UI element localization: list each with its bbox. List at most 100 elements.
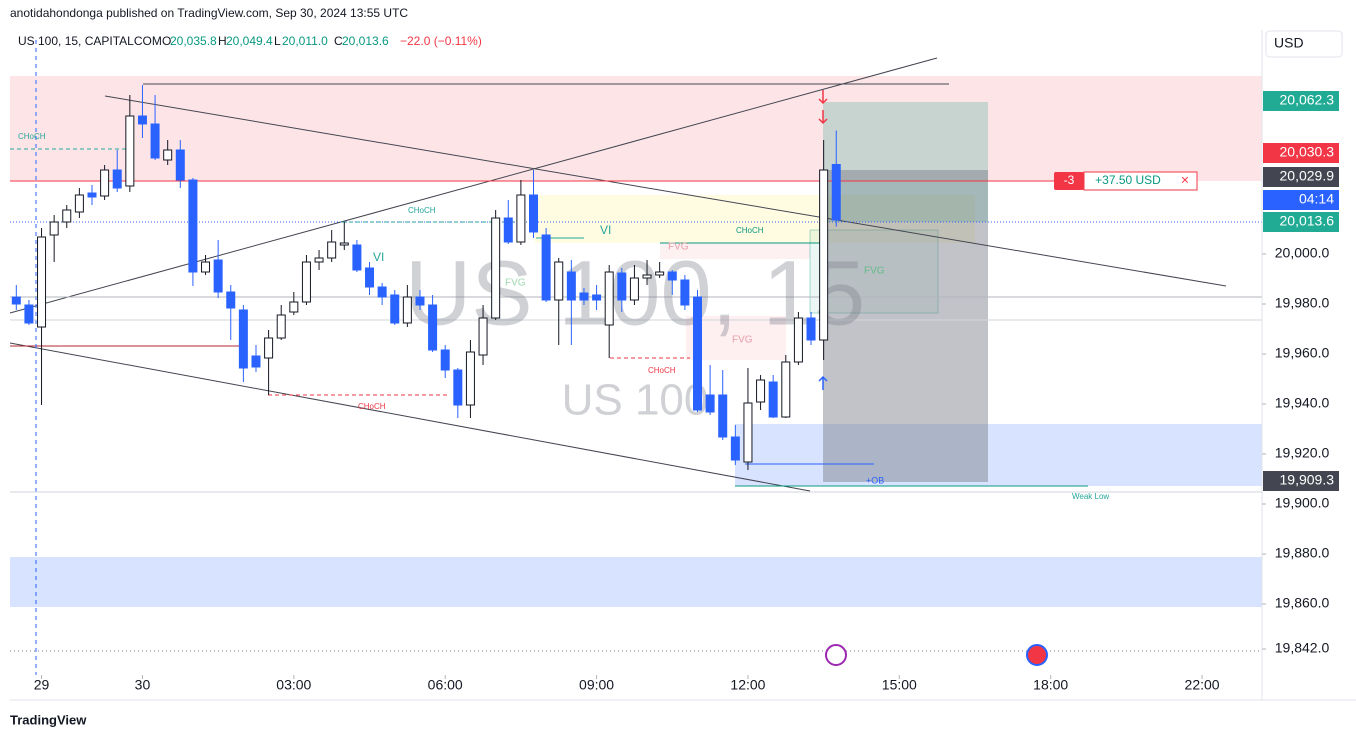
annotation: VI [600,223,611,237]
demand-zone [10,557,1262,607]
candle-body [213,259,223,293]
y-tick-label: 19,960.0 [1275,345,1330,361]
position-pnl: +37.50 USD [1095,173,1161,187]
candle-body [163,149,173,161]
candle-body [150,123,160,159]
x-tick-label: 12:00 [730,677,765,693]
price-label-box [1263,471,1339,491]
candle-body [264,337,274,359]
candle-body [377,286,387,298]
candle-body [604,271,614,326]
candle-body [390,294,400,324]
fvg-zone [809,229,939,314]
annotation: VI [373,250,384,264]
candle-body [137,115,147,125]
trend-line [9,57,938,314]
y-tick-label: 19,980.0 [1275,295,1330,311]
candle-body [440,349,450,371]
legend-close: 20,013.6 [342,34,389,48]
candle-body [125,115,135,187]
candle-body [592,294,602,301]
price-label: 19,909.3 [1280,472,1335,488]
legend: US 100, 15, CAPITALCOM O20,035.8 H 20,049.4… [18,34,482,48]
annotation: +OB [866,475,884,485]
legend-change: −22.0 (−0.11%) [400,34,482,48]
candle-body [62,209,72,223]
candle-body [11,296,21,305]
candle-body [768,381,778,418]
signal-arrow [818,90,828,105]
price-label: 20,013.6 [1280,213,1335,229]
x-tick-label: 09:00 [579,677,614,693]
currency[interactable]: USD [1274,35,1304,51]
fvg-zone [660,243,810,259]
candle-body [503,217,513,243]
annotation: FVG [864,266,885,277]
candle-body [49,221,59,236]
legend-open-key: O [162,34,171,48]
fvg-zone [686,316,786,360]
annotation: CHoCH [736,226,764,235]
price-label-box [1263,167,1339,187]
candle-body [402,296,412,324]
y-tick-label: 19,880.0 [1275,545,1330,561]
price-label: 04:14 [1299,191,1334,207]
candle-body [819,169,829,341]
position-close[interactable]: × [1181,172,1189,188]
candle-body [365,267,375,288]
annotation: CHoCH [648,366,676,375]
price-label: 20,062.3 [1280,92,1335,108]
candle-body [327,241,337,259]
candle-body [175,149,185,181]
candle-body [667,271,677,281]
x-tick-label: 22:00 [1185,677,1220,693]
position-qty-box[interactable] [1054,172,1084,190]
candle-body [642,274,652,279]
x-tick-label: 06:00 [428,677,463,693]
candle-body [352,244,362,271]
currency-button[interactable] [1265,30,1343,58]
y-tick-label: 20,000.0 [1275,245,1330,261]
y-tick-label: 19,900.0 [1275,495,1330,511]
position-pnl-box [1083,171,1198,191]
legend-high-key: H [218,34,227,48]
candle-body [617,272,627,301]
candle-body [428,304,438,351]
candle-body [680,279,690,306]
legend-low-key: L [274,34,281,48]
candle-body [188,179,198,273]
candle-body [314,257,324,263]
candle-body [579,292,589,301]
candle-body [24,304,34,324]
fvg-zone [535,195,975,243]
annotation: FVG [668,242,689,253]
price-label-box [1263,190,1339,210]
candle-body [276,314,286,339]
x-tick-label: 30 [135,677,151,693]
signal-arrow [818,110,828,125]
candle-body [705,394,715,413]
y-tick-label: 19,920.0 [1275,445,1330,461]
candle-body [781,361,791,418]
signal-arrow [818,375,828,390]
price-label: 20,030.3 [1280,144,1335,160]
candle-body [415,296,425,306]
event-icon[interactable] [1026,644,1048,666]
legend-symbol: US 100, 15, CAPITALCOM [18,34,162,48]
annotation: FVG [505,278,526,289]
candle-body [793,317,803,363]
candle-body [478,317,488,356]
candle-body [37,236,47,328]
candle-body [756,379,766,403]
position-qty[interactable]: -3 [1064,173,1075,187]
event-icon[interactable] [825,644,847,666]
x-tick-label: 18:00 [1033,677,1068,693]
annotation: CHoCH [408,206,436,215]
watermark: US 100 [562,376,709,425]
candle-body [806,317,816,341]
candle-body [655,271,665,276]
y-tick-label: 19,940.0 [1275,395,1330,411]
annotation: CHoCH [358,402,386,411]
